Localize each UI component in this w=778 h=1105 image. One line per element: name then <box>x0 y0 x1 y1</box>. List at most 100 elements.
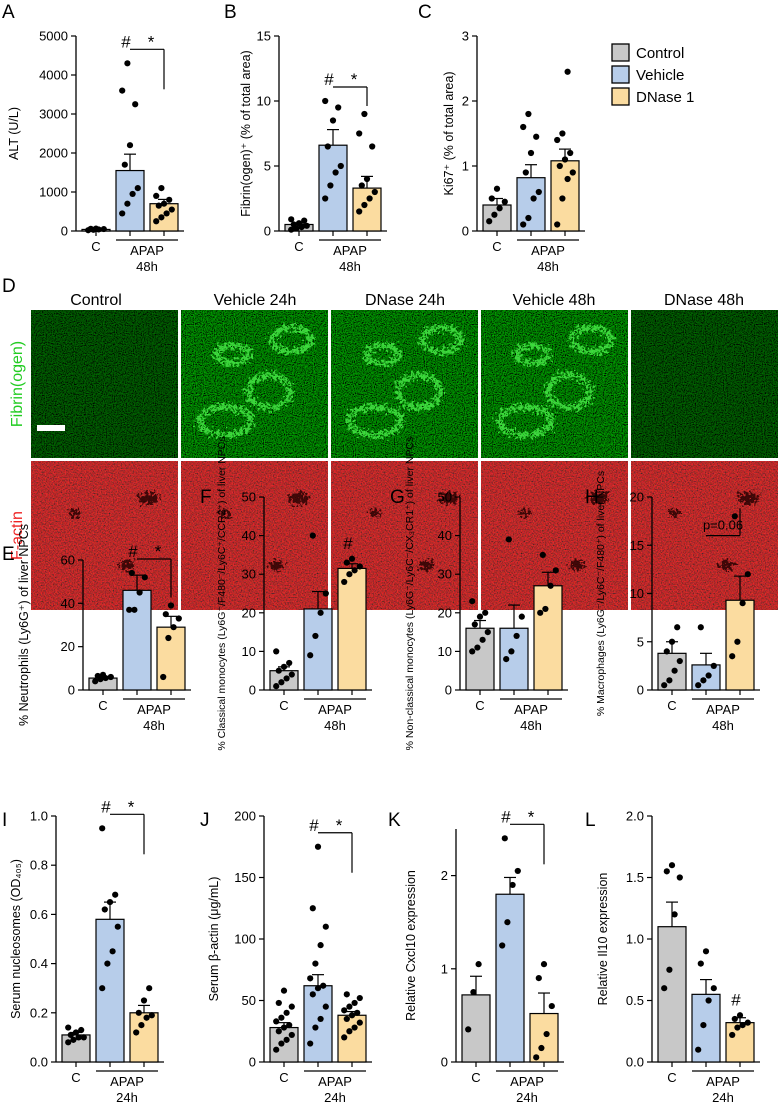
data-point <box>543 1030 550 1038</box>
data-point <box>121 161 128 168</box>
data-point <box>343 559 350 566</box>
x-tick-label: C <box>471 1070 480 1085</box>
data-point <box>135 1009 142 1016</box>
y-tick-label: 5 <box>264 159 271 174</box>
vein-lumen <box>418 560 435 571</box>
data-point <box>671 667 678 674</box>
data-point <box>488 195 495 202</box>
x-tick-label: C <box>492 239 501 254</box>
x-tick-label: C <box>71 1070 80 1085</box>
y-tick-label: 0 <box>637 683 644 698</box>
x-tick-label: C <box>279 1070 288 1085</box>
data-point <box>109 948 116 955</box>
data-point <box>280 663 288 670</box>
data-point <box>324 143 331 150</box>
micrograph-row-labels: Fibrin(ogen) F-actin <box>9 341 26 560</box>
annotation-star: * <box>128 797 135 816</box>
data-point <box>661 682 668 689</box>
data-point <box>356 208 363 215</box>
vein-lumen <box>588 492 609 505</box>
data-point <box>317 1015 324 1023</box>
micrograph-tile <box>31 310 178 458</box>
data-point <box>92 225 100 232</box>
x-time-label: 48h <box>324 718 346 733</box>
data-point <box>72 1029 80 1036</box>
data-point <box>666 677 673 684</box>
annotation-star: * <box>528 807 535 826</box>
data-point <box>146 985 153 992</box>
panel-label-d: D <box>2 276 16 297</box>
micrograph-tiles <box>31 310 778 610</box>
data-point <box>138 1022 145 1029</box>
y-tick-label: 40 <box>61 596 75 611</box>
data-point <box>739 1022 746 1029</box>
data-point <box>337 162 344 170</box>
data-point <box>278 679 285 686</box>
fibrin-patch <box>545 372 593 410</box>
vein-lumen <box>118 560 135 571</box>
data-point <box>341 1007 348 1014</box>
data-point <box>312 960 319 967</box>
data-point <box>278 1014 285 1021</box>
y-tick-label: 1.0 <box>30 809 48 824</box>
x-time-label: 48h <box>143 718 165 733</box>
legend-swatch-0 <box>611 43 630 62</box>
y-tick-label: 0 <box>445 683 452 698</box>
data-point <box>307 1040 314 1047</box>
chart-j: J 0 50 100 150 200 Serum β-actin (μg/mL) C APAP2… <box>200 809 372 1105</box>
data-point <box>141 574 148 581</box>
data-point <box>126 606 133 613</box>
vein-lumen <box>568 560 585 571</box>
data-point <box>134 185 141 192</box>
data-point <box>554 221 561 228</box>
data-point <box>554 136 561 144</box>
vein-lumen <box>438 492 459 505</box>
y-axis-label: % Non-classical monocytes (Ly6G⁻/Ly6C⁻/C… <box>404 437 416 751</box>
x-time-label: 48h <box>712 718 734 733</box>
y-axis-label: Ki67⁺ (% of total area) <box>442 71 456 195</box>
data-point <box>567 149 574 157</box>
data-point <box>369 143 376 150</box>
data-point <box>280 987 288 994</box>
y-tick-label: 0.4 <box>30 956 48 971</box>
data-point <box>542 605 549 613</box>
data-point <box>348 555 356 562</box>
x-time-label: 48h <box>136 259 158 274</box>
data-point <box>700 1022 707 1029</box>
micrograph-tile <box>331 310 478 458</box>
data-point <box>346 1028 353 1035</box>
bar <box>115 169 145 232</box>
bar <box>495 893 525 1063</box>
y-tick-label: 5000 <box>39 29 68 44</box>
scale-bar <box>37 425 65 431</box>
x-time-label: 48h <box>520 718 542 733</box>
y-tick-label: 20 <box>61 639 75 654</box>
vein-lumen <box>268 560 285 571</box>
y-tick-label: 40 <box>438 528 452 543</box>
y-tick-label: 1.5 <box>626 870 644 885</box>
y-tick-label: 10 <box>242 644 256 659</box>
fibrin-patch <box>569 325 613 355</box>
data-point <box>165 634 172 642</box>
data-point <box>290 221 297 228</box>
bar <box>465 627 495 691</box>
annotation-hash: # <box>731 990 741 1009</box>
vein-lumen <box>69 509 82 518</box>
data-point <box>363 175 371 183</box>
y-tick-label: 30 <box>438 567 452 582</box>
data-point <box>518 613 525 620</box>
data-point <box>525 214 532 222</box>
data-point <box>158 185 165 192</box>
data-point <box>744 571 751 578</box>
y-tick-label: 50 <box>242 490 256 505</box>
y-tick-label: 3 <box>462 29 469 44</box>
x-group-label: APAP <box>137 702 171 717</box>
data-point <box>475 961 482 968</box>
annotation-hash: # <box>324 70 334 89</box>
y-tick-label: 2 <box>441 868 448 883</box>
fibrin-patch <box>245 372 293 410</box>
data-point <box>469 598 476 605</box>
data-point <box>163 210 170 217</box>
chart-b: B 0 5 10 15 Fibrin(ogen)⁺ (% of total area) C A… <box>224 2 387 274</box>
